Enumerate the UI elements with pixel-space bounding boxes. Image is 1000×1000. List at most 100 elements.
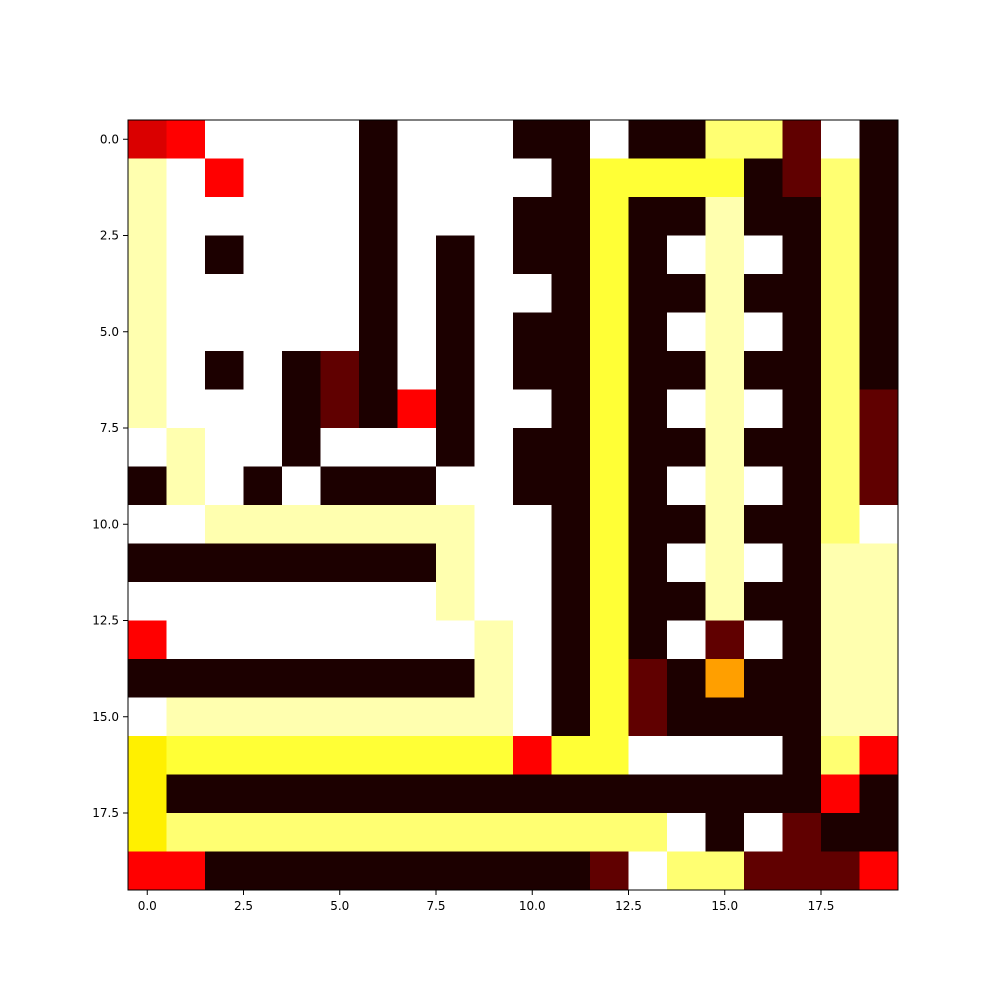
heatmap-cell — [821, 428, 860, 467]
heatmap-cell — [166, 697, 206, 737]
heatmap-cell — [359, 851, 398, 891]
heatmap-cell — [667, 389, 706, 429]
heatmap-cell — [705, 582, 745, 621]
heatmap-cell — [628, 543, 668, 583]
heatmap-cell — [744, 428, 783, 467]
heatmap-cell — [243, 274, 283, 313]
heatmap-cell — [282, 389, 321, 429]
heatmap-cell — [513, 543, 552, 583]
heatmap-cell — [551, 197, 591, 236]
heatmap-cell — [705, 389, 745, 429]
heatmap-cell — [551, 274, 591, 313]
heatmap-cell — [436, 620, 475, 660]
heatmap-cell — [205, 697, 244, 737]
heatmap-cell — [282, 235, 321, 275]
heatmap-cell — [667, 466, 706, 506]
heatmap-cell — [744, 274, 783, 313]
heatmap-cell — [859, 736, 899, 775]
heatmap-cell — [320, 312, 360, 352]
heatmap-cell — [859, 543, 899, 583]
heatmap-cell — [628, 736, 668, 775]
heatmap-cell — [243, 120, 283, 159]
heatmap-cell — [590, 197, 629, 236]
heatmap-cell — [628, 235, 668, 275]
x-tick-label: 15.0 — [711, 899, 738, 913]
heatmap-cell — [590, 158, 629, 198]
heatmap-cell — [397, 235, 437, 275]
heatmap-cell — [320, 851, 360, 891]
heatmap-cell — [282, 620, 321, 660]
heatmap-cell — [628, 120, 668, 159]
heatmap-cell — [551, 312, 591, 352]
heatmap-cell — [282, 505, 321, 544]
heatmap-cell — [859, 197, 899, 236]
heatmap-cell — [436, 582, 475, 621]
heatmap-cell — [128, 312, 167, 352]
heatmap-cell — [513, 659, 552, 698]
heatmap-cell — [551, 505, 591, 544]
heatmap-cell — [436, 736, 475, 775]
heatmap-cell — [590, 697, 629, 737]
heatmap-cell — [474, 543, 514, 583]
heatmap-cell — [205, 235, 244, 275]
heatmap-cell — [474, 428, 514, 467]
heatmap-cell — [243, 428, 283, 467]
heatmap-cell — [474, 274, 514, 313]
heatmap-cell — [128, 659, 167, 698]
heatmap-cell — [397, 620, 437, 660]
heatmap-cell — [359, 158, 398, 198]
heatmap-cell — [859, 274, 899, 313]
heatmap-cell — [474, 774, 514, 814]
heatmap-cell — [590, 620, 629, 660]
heatmap-cell — [205, 582, 244, 621]
heatmap-cell — [205, 466, 244, 506]
heatmap-cell — [705, 505, 745, 544]
heatmap-cell — [243, 312, 283, 352]
heatmap-cell — [205, 543, 244, 583]
heatmap-cell — [859, 120, 899, 159]
y-tick-label: 10.0 — [92, 517, 119, 531]
heatmap-cell — [590, 505, 629, 544]
heatmap-cell — [551, 543, 591, 583]
heatmap-cell — [667, 428, 706, 467]
heatmap-cell — [628, 466, 668, 506]
heatmap-cell — [513, 312, 552, 352]
heatmap-cell — [128, 813, 167, 852]
heatmap-cell — [705, 659, 745, 698]
heatmap-cell — [282, 274, 321, 313]
heatmap-cell — [859, 312, 899, 352]
heatmap-cell — [474, 582, 514, 621]
heatmap-cell — [782, 851, 822, 891]
heatmap-cell — [628, 312, 668, 352]
heatmap-cell — [705, 543, 745, 583]
heatmap-cell — [128, 543, 167, 583]
heatmap-cell — [513, 466, 552, 506]
heatmap-cell — [628, 813, 668, 852]
heatmap-cell — [667, 774, 706, 814]
heatmap-cell — [359, 235, 398, 275]
heatmap-cell — [782, 505, 822, 544]
heatmap-cell — [821, 466, 860, 506]
heatmap-cell — [821, 697, 860, 737]
heatmap-cell — [667, 312, 706, 352]
heatmap-cell — [359, 736, 398, 775]
heatmap-cell — [359, 543, 398, 583]
heatmap-cell — [243, 736, 283, 775]
heatmap-cell — [590, 312, 629, 352]
heatmap-cell — [320, 235, 360, 275]
heatmap-cell — [205, 659, 244, 698]
heatmap-cell — [590, 235, 629, 275]
heatmap-cell — [166, 659, 206, 698]
heatmap-cell — [205, 813, 244, 852]
heatmap-cell — [667, 620, 706, 660]
heatmap-cell — [474, 659, 514, 698]
heatmap-cell — [359, 428, 398, 467]
heatmap-cell — [705, 428, 745, 467]
heatmap-cell — [513, 774, 552, 814]
heatmap-cell — [205, 120, 244, 159]
heatmap-cell — [166, 543, 206, 583]
heatmap-cell — [397, 389, 437, 429]
y-tick-label: 5.0 — [100, 325, 119, 339]
heatmap-cell — [628, 274, 668, 313]
